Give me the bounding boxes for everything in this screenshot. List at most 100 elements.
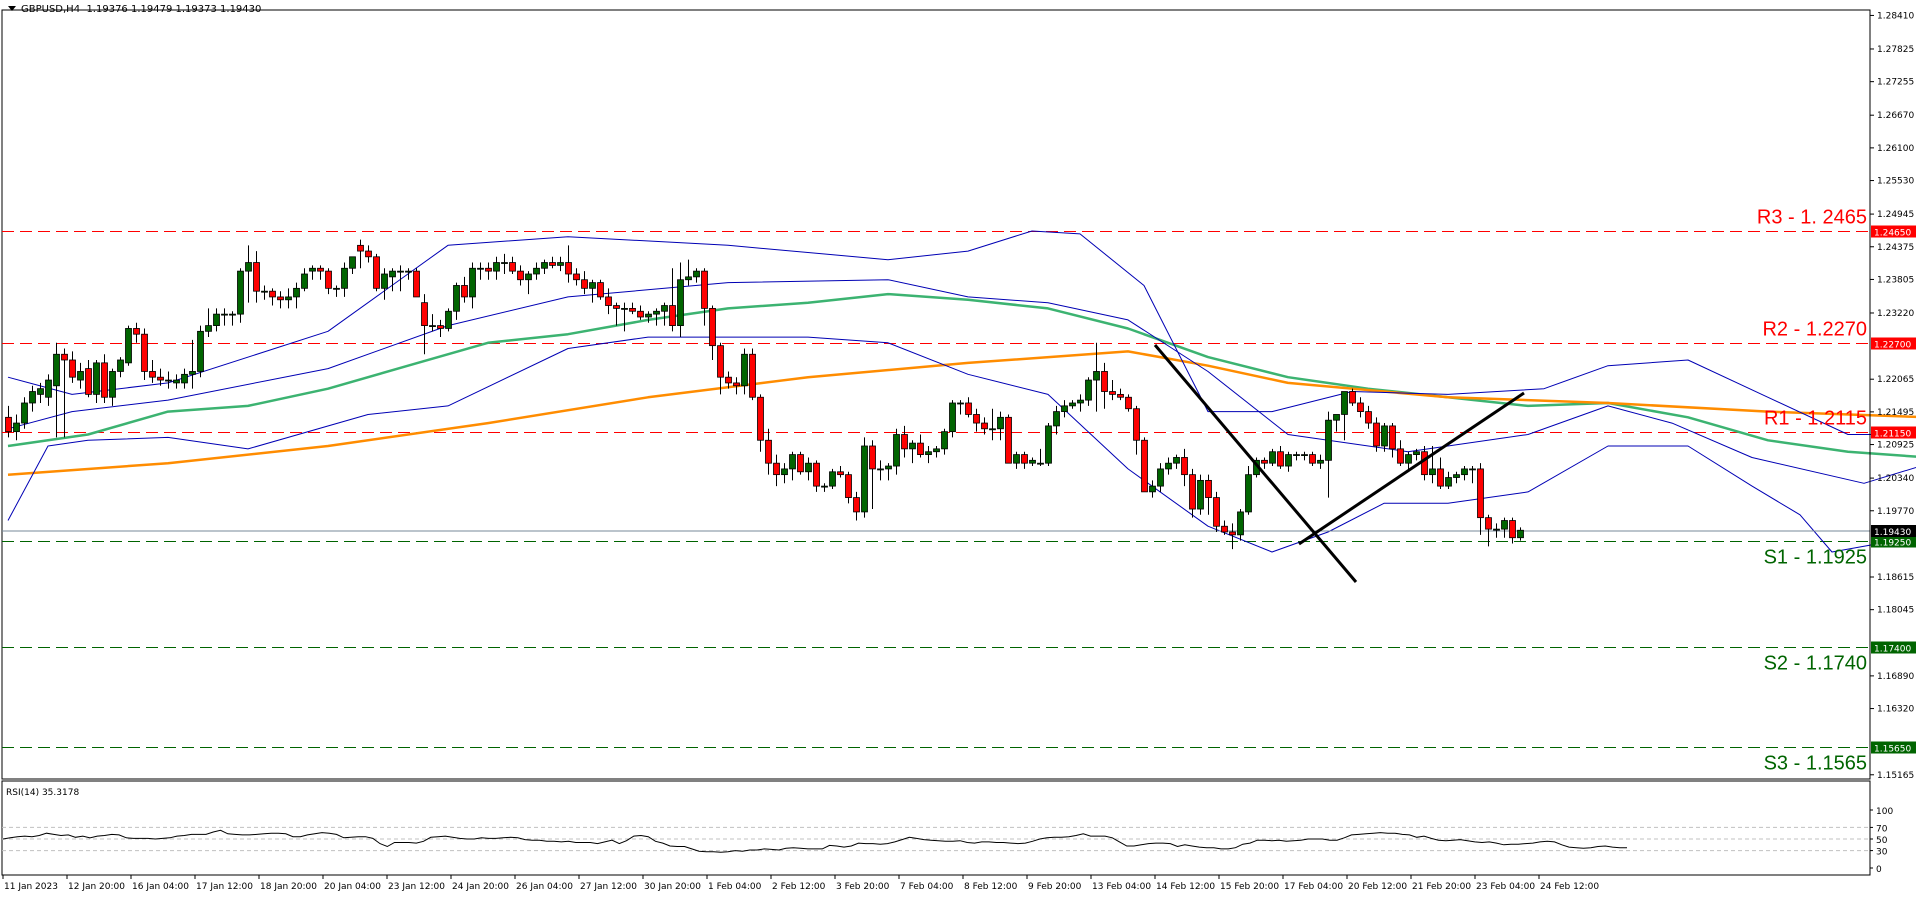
candle <box>69 351 76 383</box>
candle <box>157 368 164 386</box>
price-tick-label: 1.23805 <box>1877 275 1914 285</box>
candle <box>1501 517 1508 538</box>
candle <box>845 471 852 504</box>
candle <box>1317 454 1324 469</box>
candle <box>1245 466 1252 515</box>
candle <box>533 262 540 280</box>
level-label-r2: R2 - 1.2270 <box>1762 319 1867 341</box>
time-label: 7 Feb 04:00 <box>900 882 954 892</box>
candle <box>773 454 780 487</box>
candle <box>1437 457 1444 489</box>
candle <box>1517 527 1524 541</box>
candle <box>1013 451 1020 469</box>
candle <box>509 256 516 274</box>
level-label-s3: S3 - 1.1565 <box>1764 753 1867 775</box>
candle <box>189 339 196 389</box>
rsi-tick-label: 50 <box>1876 836 1888 846</box>
candle <box>1301 451 1308 461</box>
candle <box>477 262 484 280</box>
candle <box>837 466 844 478</box>
price-axis[interactable]: 1.24650 1.22700 1.21150 1.19250 1.17400 1.156… <box>1869 10 1916 781</box>
candle <box>61 348 68 438</box>
candle <box>1237 509 1244 541</box>
candle <box>581 271 588 295</box>
time-label: 24 Jan 20:00 <box>452 882 509 892</box>
candle <box>1061 400 1068 418</box>
candle <box>557 256 564 272</box>
main-chart-frame <box>1 9 1871 780</box>
candle <box>1461 466 1468 481</box>
candle <box>941 428 948 455</box>
candle <box>877 460 884 481</box>
candle <box>221 308 228 326</box>
candle <box>501 253 508 274</box>
candle <box>309 265 316 280</box>
ma-orange-line <box>7 350 1916 476</box>
candle <box>293 282 300 309</box>
candle <box>109 368 116 406</box>
candle <box>1277 445 1284 469</box>
candle <box>101 354 108 403</box>
candle <box>733 377 740 395</box>
candle <box>229 311 236 326</box>
candle <box>125 325 132 366</box>
candle <box>685 259 692 286</box>
candle <box>53 342 60 438</box>
time-label: 17 Jan 12:00 <box>196 882 253 892</box>
candle <box>1333 414 1340 432</box>
time-label: 21 Feb 20:00 <box>1412 882 1471 892</box>
candle <box>573 268 580 286</box>
price-tick-label: 1.26670 <box>1877 111 1914 121</box>
symbol-header[interactable]: GBPUSD,H4 1.19376 1.19479 1.19373 1.1943… <box>8 4 261 15</box>
collapse-triangle-icon[interactable] <box>8 6 16 11</box>
time-label: 18 Jan 20:00 <box>260 882 317 892</box>
candle <box>725 371 732 389</box>
candle <box>333 285 340 297</box>
candle <box>133 322 140 343</box>
time-axis[interactable]: 11 Jan 2023 12 Jan 20:00 16 Jan 04:00 17 Ja… <box>2 875 1599 892</box>
candle <box>45 374 52 406</box>
candle <box>1397 440 1404 467</box>
candle <box>1229 523 1236 550</box>
candle <box>1101 362 1108 409</box>
candle <box>317 265 324 280</box>
candle <box>1309 451 1316 467</box>
current-price-text: 1.19430 <box>1874 528 1911 538</box>
rsi-line <box>2 829 1627 853</box>
candle <box>749 348 756 401</box>
candle <box>213 308 220 332</box>
trendline-descending[interactable] <box>1153 344 1358 583</box>
candle <box>677 262 684 338</box>
candle <box>621 302 628 332</box>
price-tag-text: 1.17400 <box>1874 645 1911 655</box>
candle <box>1477 463 1484 535</box>
candle <box>389 268 396 292</box>
candle <box>1269 448 1276 467</box>
price-tick-label: 1.15165 <box>1877 771 1914 781</box>
candle <box>541 259 548 274</box>
candle <box>517 265 524 286</box>
time-label: 27 Jan 12:00 <box>580 882 637 892</box>
time-label: 13 Feb 04:00 <box>1092 882 1151 892</box>
candle <box>37 382 44 403</box>
candle <box>1453 471 1460 484</box>
candle <box>405 268 412 280</box>
candle <box>589 279 596 303</box>
candle <box>1325 411 1332 498</box>
candle <box>77 362 84 389</box>
candle <box>701 268 708 326</box>
price-tick-label: 1.25530 <box>1877 177 1914 187</box>
level-label-r1: R1 - 1.2115 <box>1764 408 1867 430</box>
candle <box>989 408 996 441</box>
time-label: 8 Feb 12:00 <box>964 882 1018 892</box>
candle <box>205 308 212 338</box>
time-label: 23 Jan 12:00 <box>388 882 445 892</box>
candle <box>1349 388 1356 406</box>
candle <box>1093 342 1100 412</box>
trendlines[interactable] <box>1153 344 1525 583</box>
trendline-ascending[interactable] <box>1298 391 1525 546</box>
price-tag-s1 <box>1871 535 1916 548</box>
candle <box>261 285 268 300</box>
